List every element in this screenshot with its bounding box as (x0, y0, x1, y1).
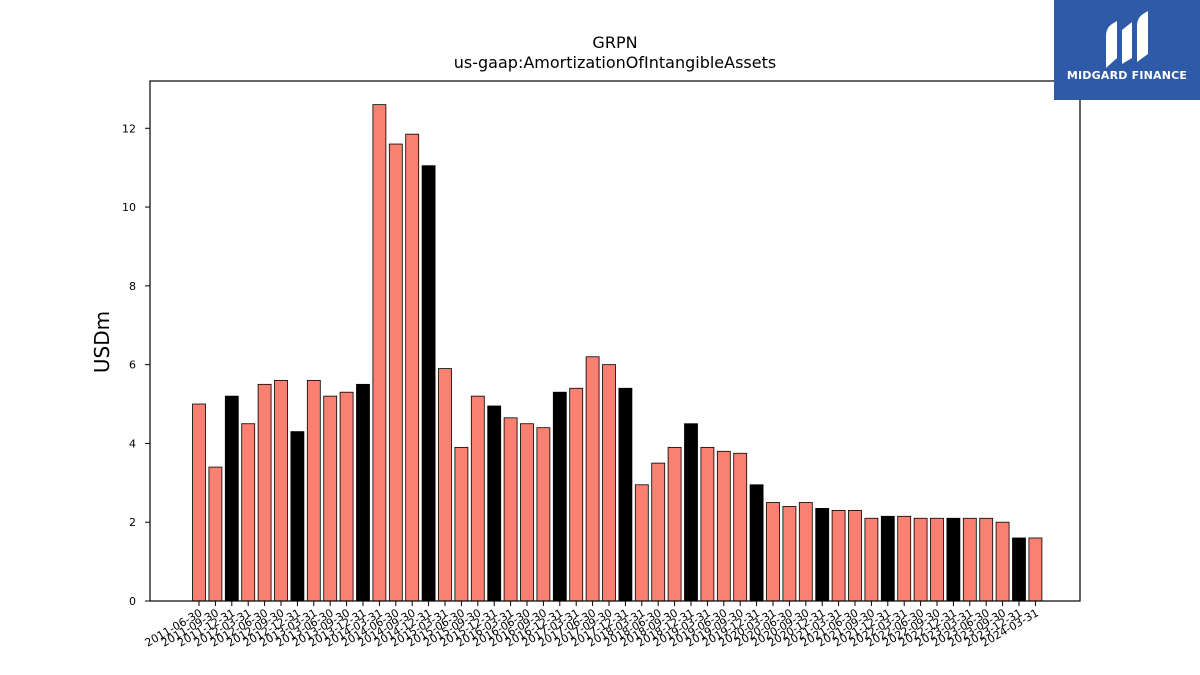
bar (913, 517, 928, 602)
bar (585, 356, 600, 602)
y-axis-label: USDm (90, 311, 114, 373)
bar (356, 383, 370, 602)
bar (323, 395, 338, 602)
bar (257, 383, 272, 602)
bar (880, 515, 895, 602)
bar (782, 506, 797, 602)
bar (995, 521, 1010, 602)
bar (421, 165, 436, 602)
bar (208, 466, 223, 602)
y-tick-label: 6 (129, 359, 136, 372)
bar (224, 395, 239, 602)
bar (946, 517, 961, 602)
bar (815, 508, 830, 602)
bar (339, 391, 354, 602)
bar (831, 509, 846, 602)
bar (192, 403, 206, 602)
y-tick-label: 12 (122, 122, 136, 135)
plot-area: 0246810122011-06-302011-09-302011-12-312… (122, 80, 1081, 650)
bar (388, 143, 403, 602)
bar (241, 423, 256, 602)
bar (290, 431, 305, 602)
bar (618, 387, 633, 602)
y-tick-label: 2 (129, 516, 136, 529)
bar (716, 450, 731, 602)
bar (536, 427, 551, 602)
bar (503, 417, 518, 602)
bar (274, 379, 288, 602)
midgard-logo-icon (1106, 11, 1148, 68)
bar (798, 502, 813, 602)
bar (684, 423, 698, 602)
y-tick-label: 4 (129, 437, 136, 450)
bar (470, 395, 485, 602)
logo-text: MIDGARD FINANCE (1066, 69, 1188, 82)
chart-title: GRPN (592, 33, 637, 52)
bar (733, 452, 748, 602)
bar (1028, 537, 1043, 602)
bar (962, 517, 977, 602)
bar (930, 517, 944, 602)
bar (569, 387, 584, 602)
y-tick-label: 8 (129, 280, 136, 293)
bar (749, 484, 764, 602)
bar (405, 133, 420, 602)
bar (372, 104, 387, 602)
bar (766, 502, 780, 602)
axes-frame (149, 80, 1081, 602)
bar (552, 391, 567, 602)
midgard-finance-logo: MIDGARD FINANCE (1054, 0, 1200, 100)
bar (979, 517, 994, 602)
y-tick-label: 10 (122, 201, 136, 214)
bar (487, 405, 502, 602)
bar (700, 446, 715, 602)
bar (848, 509, 862, 602)
bar (651, 462, 666, 602)
bar (897, 515, 912, 602)
bar (864, 517, 879, 602)
y-tick-label: 0 (129, 595, 136, 608)
bar (306, 379, 321, 602)
bar (602, 364, 616, 602)
bar (1012, 537, 1026, 602)
chart-subtitle: us-gaap:AmortizationOfIntangibleAssets (454, 53, 776, 72)
bar (520, 423, 534, 602)
bar (438, 368, 452, 602)
bar (634, 484, 649, 602)
bar (454, 446, 469, 602)
bar (667, 446, 682, 602)
